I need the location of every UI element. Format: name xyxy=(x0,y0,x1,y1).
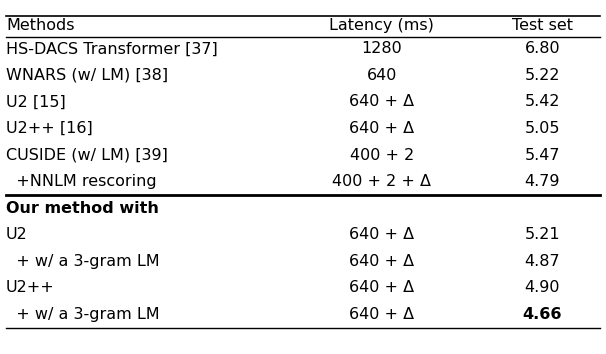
Text: CUSIDE (w/ LM) [39]: CUSIDE (w/ LM) [39] xyxy=(6,148,168,162)
Text: 5.21: 5.21 xyxy=(525,227,560,242)
Text: Methods: Methods xyxy=(6,18,75,33)
Text: 5.22: 5.22 xyxy=(525,68,560,83)
Text: 640 + Δ: 640 + Δ xyxy=(349,254,415,269)
Text: 640 + Δ: 640 + Δ xyxy=(349,95,415,109)
Text: U2++ [16]: U2++ [16] xyxy=(6,121,93,136)
Text: Our method with: Our method with xyxy=(6,201,159,216)
Text: 640 + Δ: 640 + Δ xyxy=(349,227,415,242)
Text: +NNLM rescoring: +NNLM rescoring xyxy=(6,174,157,189)
Text: 640 + Δ: 640 + Δ xyxy=(349,280,415,295)
Text: U2: U2 xyxy=(6,227,28,242)
Text: U2 [15]: U2 [15] xyxy=(6,95,66,109)
Text: 400 + 2: 400 + 2 xyxy=(350,148,414,162)
Text: 1280: 1280 xyxy=(361,41,402,56)
Text: Test set: Test set xyxy=(512,18,573,33)
Text: 6.80: 6.80 xyxy=(525,41,560,56)
Text: 640 + Δ: 640 + Δ xyxy=(349,121,415,136)
Text: WNARS (w/ LM) [38]: WNARS (w/ LM) [38] xyxy=(6,68,168,83)
Text: + w/ a 3-gram LM: + w/ a 3-gram LM xyxy=(6,254,160,269)
Text: HS-DACS Transformer [37]: HS-DACS Transformer [37] xyxy=(6,41,218,56)
Text: 5.47: 5.47 xyxy=(525,148,560,162)
Text: 400 + 2 + Δ: 400 + 2 + Δ xyxy=(332,174,431,189)
Text: Latency (ms): Latency (ms) xyxy=(329,18,435,33)
Text: 5.42: 5.42 xyxy=(525,95,560,109)
Text: 4.66: 4.66 xyxy=(522,307,562,322)
Text: U2++: U2++ xyxy=(6,280,55,295)
Text: 640 + Δ: 640 + Δ xyxy=(349,307,415,322)
Text: 4.90: 4.90 xyxy=(525,280,560,295)
Text: 640: 640 xyxy=(367,68,397,83)
Text: 5.05: 5.05 xyxy=(525,121,560,136)
Text: 4.79: 4.79 xyxy=(525,174,560,189)
Text: 4.87: 4.87 xyxy=(525,254,560,269)
Text: + w/ a 3-gram LM: + w/ a 3-gram LM xyxy=(6,307,160,322)
